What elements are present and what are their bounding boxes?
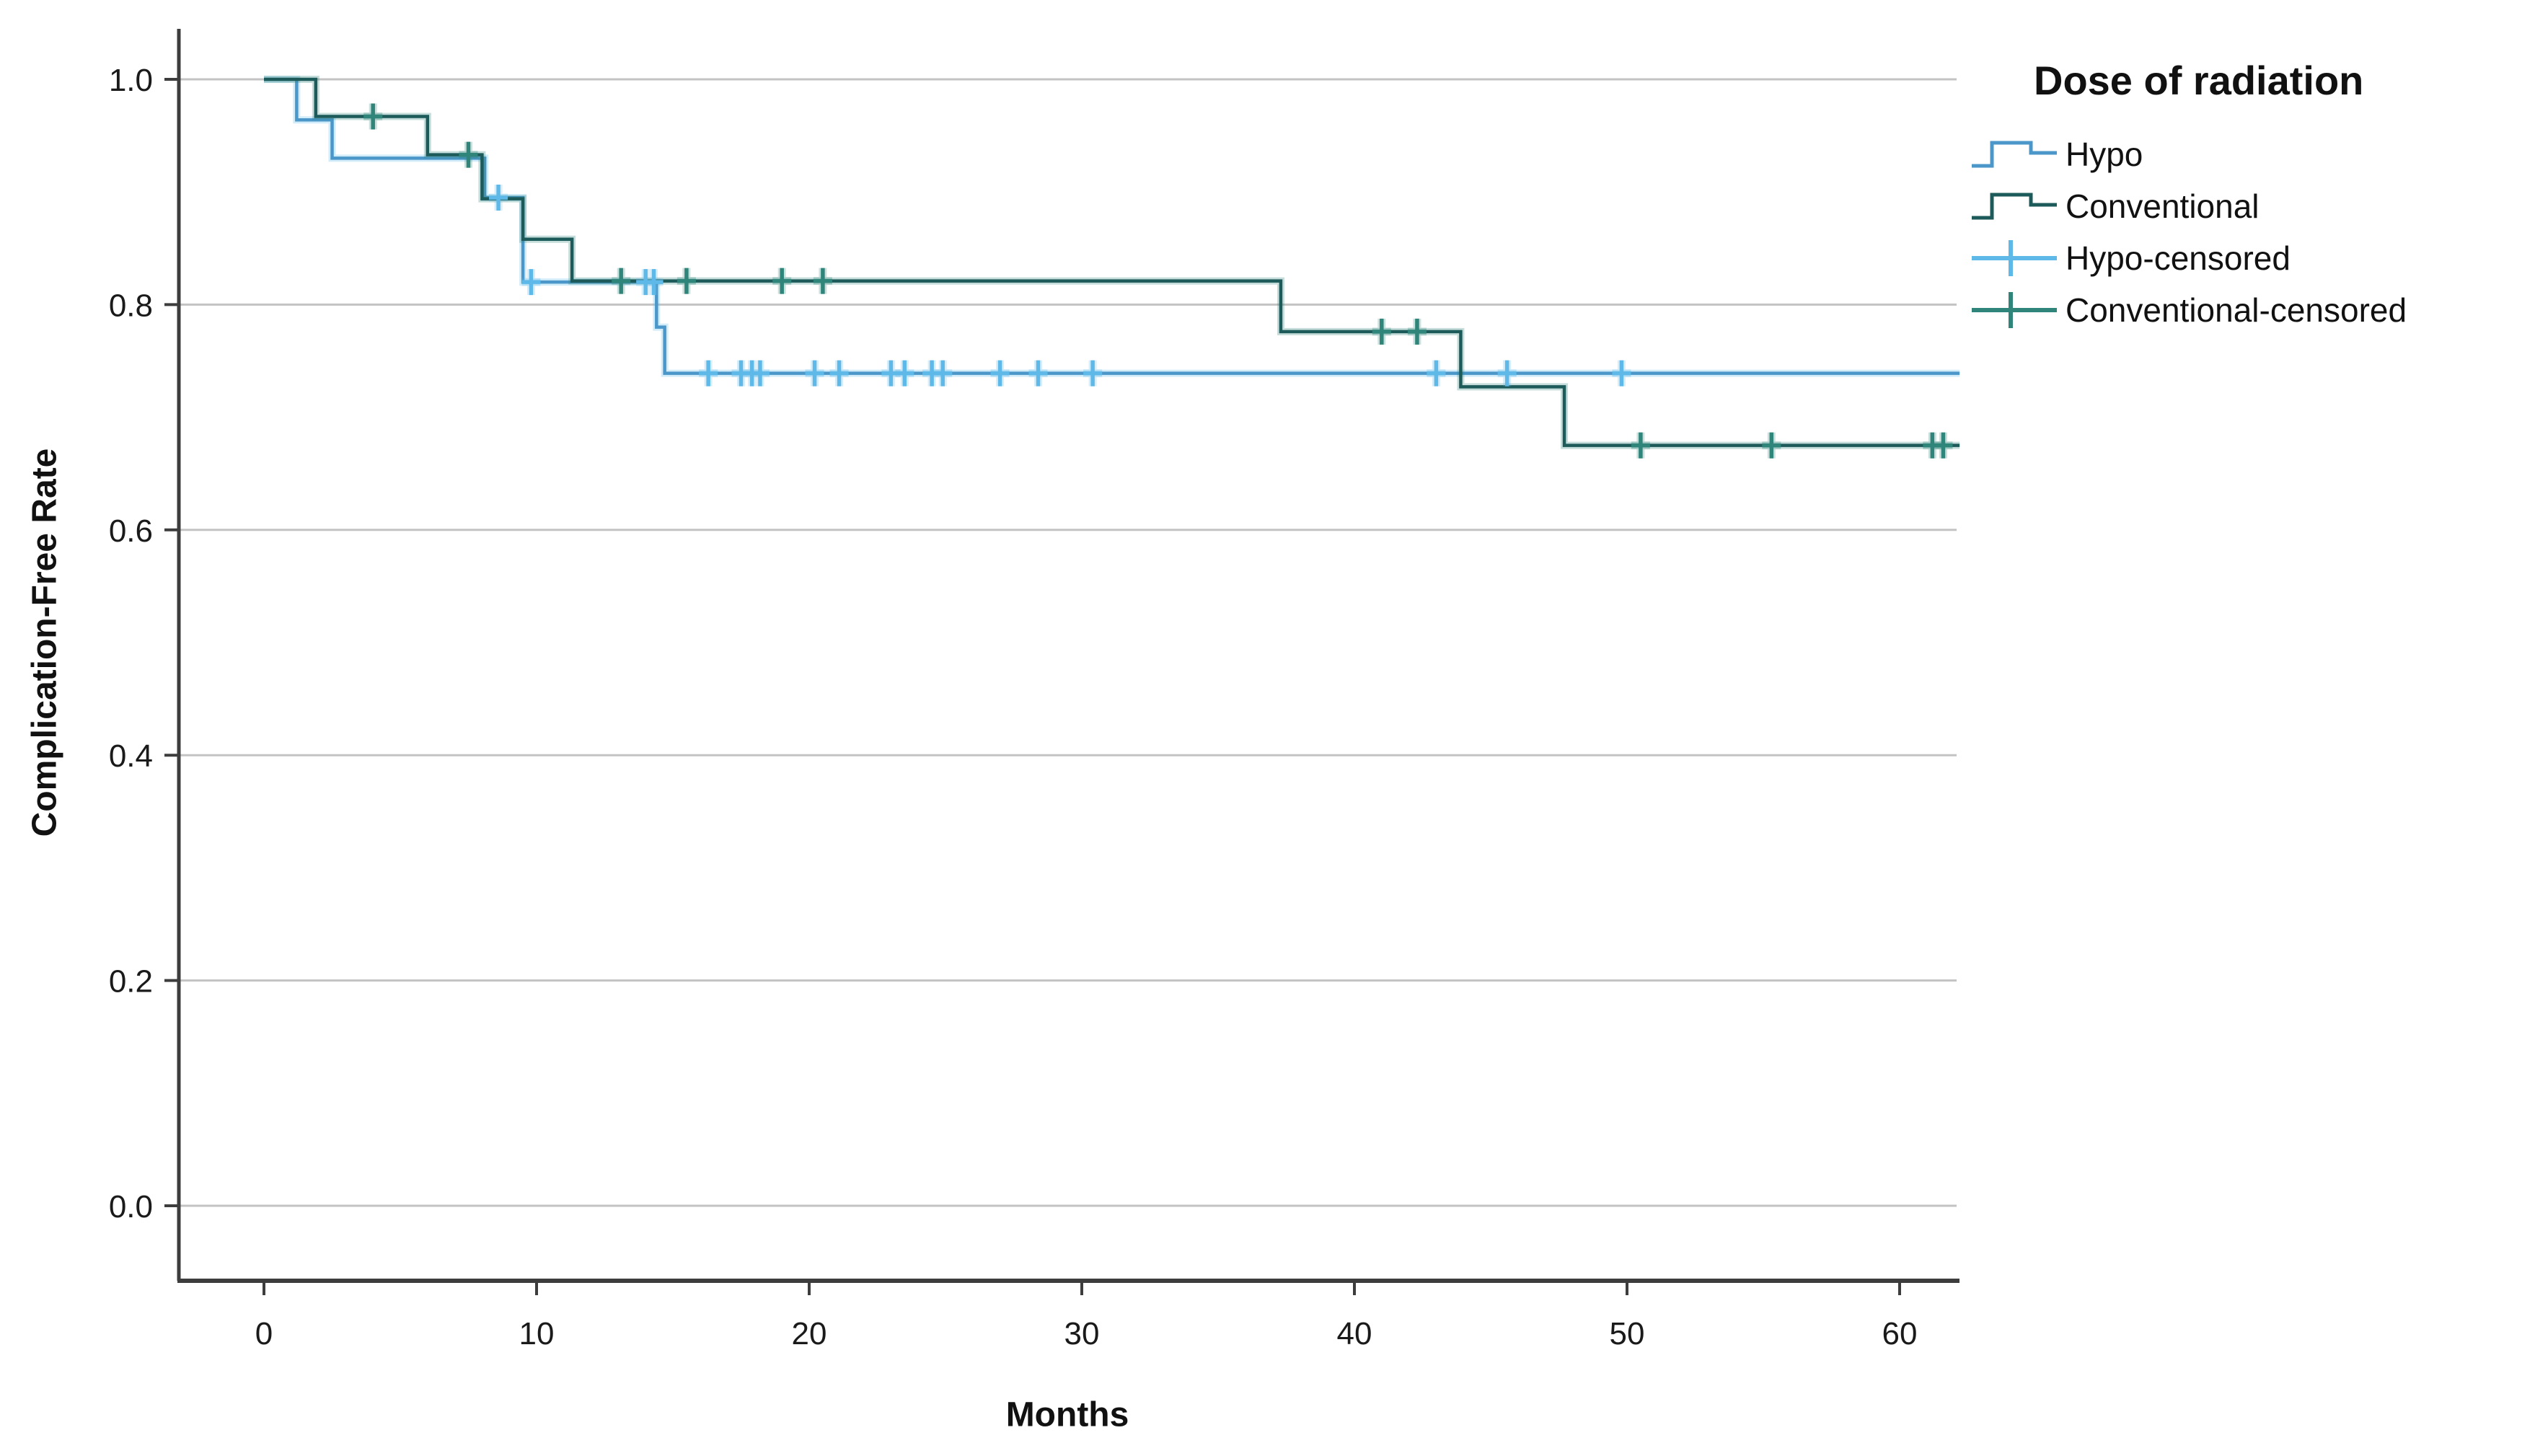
x-tick-label: 40 bbox=[1337, 1316, 1372, 1351]
y-tick-label: 0.0 bbox=[109, 1189, 153, 1225]
hypo-censor-mark bbox=[1497, 360, 1517, 387]
legend-item-conventional: Conventional bbox=[1970, 180, 2533, 232]
x-tick-label: 50 bbox=[1610, 1316, 1645, 1351]
y-tick-label: 0.2 bbox=[109, 964, 153, 1000]
hypo-censor-mark bbox=[750, 360, 770, 387]
hypo-censor-mark bbox=[829, 360, 849, 387]
conventional-censor-mark bbox=[1631, 432, 1650, 459]
x-tick-label: 10 bbox=[519, 1316, 555, 1351]
hypo-censor-mark bbox=[1427, 360, 1446, 387]
conventional-censor-mark bbox=[459, 141, 478, 168]
hypo-censor-mark bbox=[1083, 360, 1103, 387]
x-axis-title: Months bbox=[1005, 1395, 1129, 1434]
conventional-censor-mark bbox=[612, 268, 631, 294]
hypo-censor-mark bbox=[805, 360, 824, 387]
hypo-line-icon bbox=[1972, 141, 2057, 168]
x-tick-label: 0 bbox=[255, 1316, 273, 1351]
legend-item-hypo: Hypo bbox=[1970, 128, 2533, 180]
y-tick-label: 0.6 bbox=[109, 513, 153, 549]
hypo-censor-mark bbox=[521, 269, 541, 296]
hypo-censor-mark bbox=[699, 360, 718, 387]
x-tick-label: 60 bbox=[1882, 1316, 1918, 1351]
legend-label-conventional: Conventional bbox=[2066, 187, 2260, 225]
conventional-curve bbox=[264, 77, 1960, 447]
legend: Dose of radiation Hypo Conventional Hypo… bbox=[1970, 52, 2533, 336]
x-tick-label: 20 bbox=[792, 1316, 827, 1351]
y-axis-title: Complication-Free Rate bbox=[25, 448, 64, 837]
hypo-curve bbox=[264, 77, 1960, 375]
legend-label-hypo: Hypo bbox=[2066, 136, 2143, 173]
hypo-censor-mark bbox=[1028, 360, 1048, 387]
conventional-censor-mark bbox=[363, 103, 383, 130]
legend-item-hypo-censored: Hypo-censored bbox=[1970, 232, 2533, 284]
conventional-censor-mark bbox=[676, 268, 696, 294]
y-tick-label: 1.0 bbox=[109, 63, 153, 98]
hypo-censor-mark bbox=[933, 360, 953, 387]
hypo-censor-mark bbox=[644, 269, 663, 296]
hypo-censor-mark bbox=[489, 185, 508, 211]
legend-title: Dose of radiation bbox=[2034, 58, 2364, 103]
x-tick-label: 30 bbox=[1064, 1316, 1100, 1351]
conventional-censor-mark bbox=[772, 268, 792, 294]
y-tick-label: 0.4 bbox=[109, 738, 153, 774]
conventional-censor-mark bbox=[1762, 432, 1781, 459]
conventional-curve-glow bbox=[264, 76, 1960, 449]
hypo-censor-mark bbox=[990, 360, 1010, 387]
conventional-censored-plus-icon bbox=[1972, 292, 2057, 328]
conventional-censor-mark bbox=[1934, 432, 1953, 459]
legend-label-hypo-censored: Hypo-censored bbox=[2066, 239, 2291, 277]
legend-item-conventional-censored: Conventional-censored bbox=[1970, 284, 2533, 336]
conventional-line-icon bbox=[1972, 193, 2057, 220]
hypo-censor-mark bbox=[895, 360, 914, 387]
conventional-censor-mark bbox=[813, 268, 832, 294]
hypo-censor-mark bbox=[1612, 360, 1631, 387]
conventional-censor-mark bbox=[1372, 318, 1391, 345]
hypo-curve-glow bbox=[264, 76, 1960, 377]
y-tick-label: 0.8 bbox=[109, 288, 153, 323]
legend-label-conventional-censored: Conventional-censored bbox=[2066, 291, 2407, 329]
hypo-censored-plus-icon bbox=[1972, 240, 2057, 276]
conventional-censor-mark bbox=[1407, 318, 1427, 345]
